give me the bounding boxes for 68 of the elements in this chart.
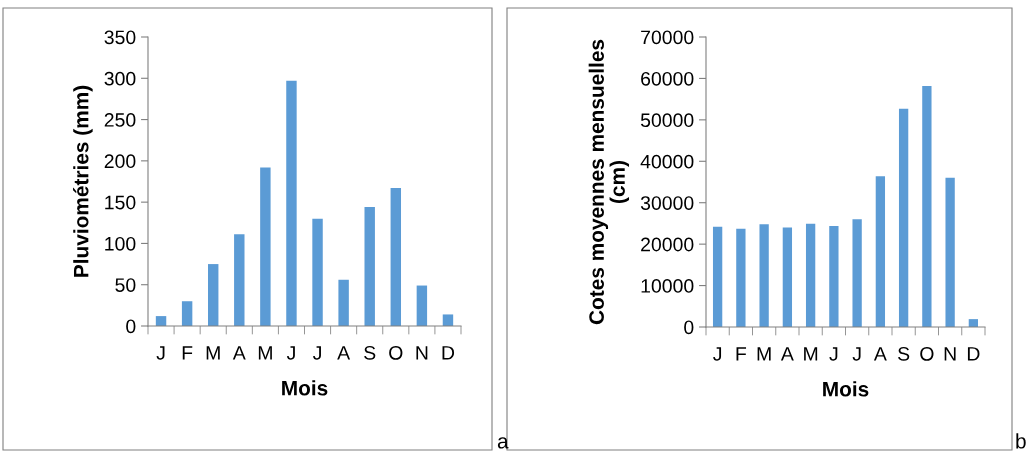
x-tick-label: D xyxy=(967,347,980,361)
y-tick-label: 50 xyxy=(115,278,136,292)
y-tick-label: 250 xyxy=(104,113,136,127)
x-tick-label: N xyxy=(416,346,428,360)
y-tick-label: 200 xyxy=(104,154,136,169)
bar xyxy=(852,219,862,327)
x-tick-label: O xyxy=(920,346,934,361)
y-tick-label: 30000 xyxy=(640,196,694,210)
y-tick-label: 0 xyxy=(126,319,136,334)
x-tick-label: F xyxy=(736,347,747,361)
x-tick-label: A xyxy=(780,347,794,361)
bar xyxy=(364,207,375,326)
bar xyxy=(390,188,402,326)
y-tick-label: 40000 xyxy=(640,154,694,169)
bar xyxy=(260,167,271,326)
x-axis-title: Mois xyxy=(282,380,328,396)
bar xyxy=(922,85,932,327)
bar xyxy=(898,108,909,327)
x-tick-label: N xyxy=(944,347,956,361)
x-tick-label: J xyxy=(829,347,838,361)
bar xyxy=(782,227,793,327)
x-tick-label: A xyxy=(232,346,246,360)
y-tick-label: 20000 xyxy=(641,237,694,252)
bar xyxy=(312,218,323,326)
bar xyxy=(442,314,454,326)
y-tick-label: 60000 xyxy=(641,71,694,86)
x-tick-label: J xyxy=(286,346,295,360)
y-tick-label: 300 xyxy=(104,71,136,86)
y-axis-title: Cotes moyennes mensuelles (cm) xyxy=(588,39,630,325)
bar xyxy=(736,228,746,327)
y-tick-label: 10000 xyxy=(641,279,694,293)
bar xyxy=(338,279,349,326)
y-tick-label: 100 xyxy=(105,236,136,251)
bar xyxy=(416,285,428,326)
x-tick-label: O xyxy=(389,345,403,360)
bar xyxy=(234,234,245,326)
x-tick-label: M xyxy=(757,347,771,361)
x-tick-label: J xyxy=(156,346,165,360)
bar xyxy=(945,177,955,327)
x-tick-label: A xyxy=(337,346,351,360)
y-tick-label: 350 xyxy=(104,30,136,45)
text: a xyxy=(497,437,509,449)
bar xyxy=(286,80,297,326)
y-axis-title: Pluviométries (mm) xyxy=(73,85,93,277)
bar xyxy=(875,176,886,327)
x-tick-label: J xyxy=(312,346,321,360)
x-tick-label: M xyxy=(258,346,272,360)
x-tick-label: J xyxy=(713,347,722,361)
x-tick-label: A xyxy=(873,347,887,361)
y-tick-label: 0 xyxy=(684,320,694,335)
y-tick-label: 150 xyxy=(105,195,136,210)
x-tick-label: S xyxy=(364,345,376,360)
bar xyxy=(759,224,769,327)
x-tick-label: S xyxy=(898,346,910,361)
x-tick-label: M xyxy=(804,347,818,361)
text: b xyxy=(1016,433,1026,449)
x-tick-label: F xyxy=(182,346,193,360)
bar xyxy=(805,223,816,327)
x-axis-title: Mois xyxy=(823,381,869,397)
bar xyxy=(712,226,723,327)
x-tick-label: J xyxy=(852,347,861,361)
bar xyxy=(207,264,219,326)
y-tick-label: 70000 xyxy=(641,30,694,45)
y-tick-label: 50000 xyxy=(640,113,694,128)
bar xyxy=(829,225,839,327)
bar xyxy=(181,301,193,326)
x-tick-label: M xyxy=(206,346,220,360)
x-tick-label: D xyxy=(442,346,455,360)
